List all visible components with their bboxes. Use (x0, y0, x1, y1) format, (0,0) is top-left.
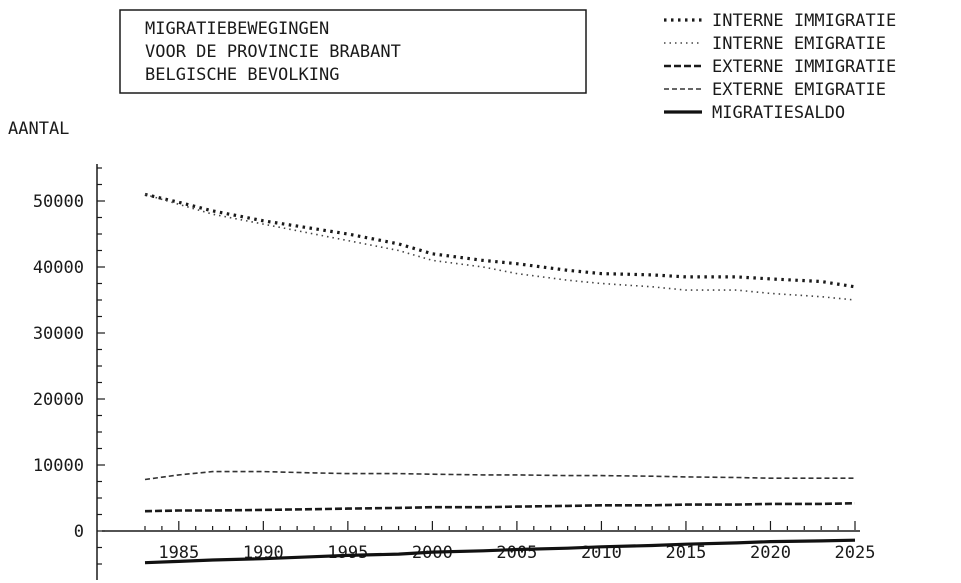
chart-title-line-3: BELGISCHE BEVOLKING (145, 65, 339, 85)
x-tick-label: 2005 (496, 543, 537, 563)
legend-entry-label: INTERNE IMMIGRATIE (712, 11, 896, 31)
y-tick-label: 10000 (33, 456, 84, 476)
y-tick-label: 20000 (33, 390, 84, 410)
legend-entry-label: EXTERNE EMIGRATIE (712, 80, 886, 100)
y-axis-label: AANTAL (8, 119, 69, 139)
axes (96, 164, 860, 580)
x-tick-label: 2015 (665, 543, 706, 563)
title-box (119, 9, 587, 94)
legend-entry-label: MIGRATIESALDO (712, 103, 845, 123)
y-tick-label: 0 (74, 522, 84, 542)
series-line-externe-immigratie (144, 502, 856, 513)
legend-entry-label: INTERNE EMIGRATIE (712, 34, 886, 54)
x-tick-label: 1995 (327, 543, 368, 563)
y-tick-label: 40000 (33, 258, 84, 278)
chart-title-line-2: VOOR DE PROVINCIE BRABANT (145, 42, 401, 62)
legend-entry-label: EXTERNE IMMIGRATIE (712, 57, 896, 77)
y-tick-label: 30000 (33, 324, 84, 344)
y-tick-label: 50000 (33, 192, 84, 212)
x-tick-label: 2025 (835, 543, 876, 563)
series-line-externe-emigratie (144, 470, 855, 481)
series-group (144, 192, 856, 565)
legend: INTERNE IMMIGRATIE INTERNE EMIGRATIE EXTER… (664, 11, 896, 123)
chart-title-line-1: MIGRATIEBEWEGINGEN (145, 19, 329, 39)
x-tick-label: 1985 (158, 543, 199, 563)
series-line-interne-immigratie (144, 192, 856, 289)
y-axis-ticks: 0 10000 20000 30000 40000 50000 (33, 167, 105, 565)
series-line-interne-emigratie (144, 193, 856, 301)
x-tick-label: 2020 (750, 543, 791, 563)
series-line-migratiesaldo (144, 538, 856, 565)
